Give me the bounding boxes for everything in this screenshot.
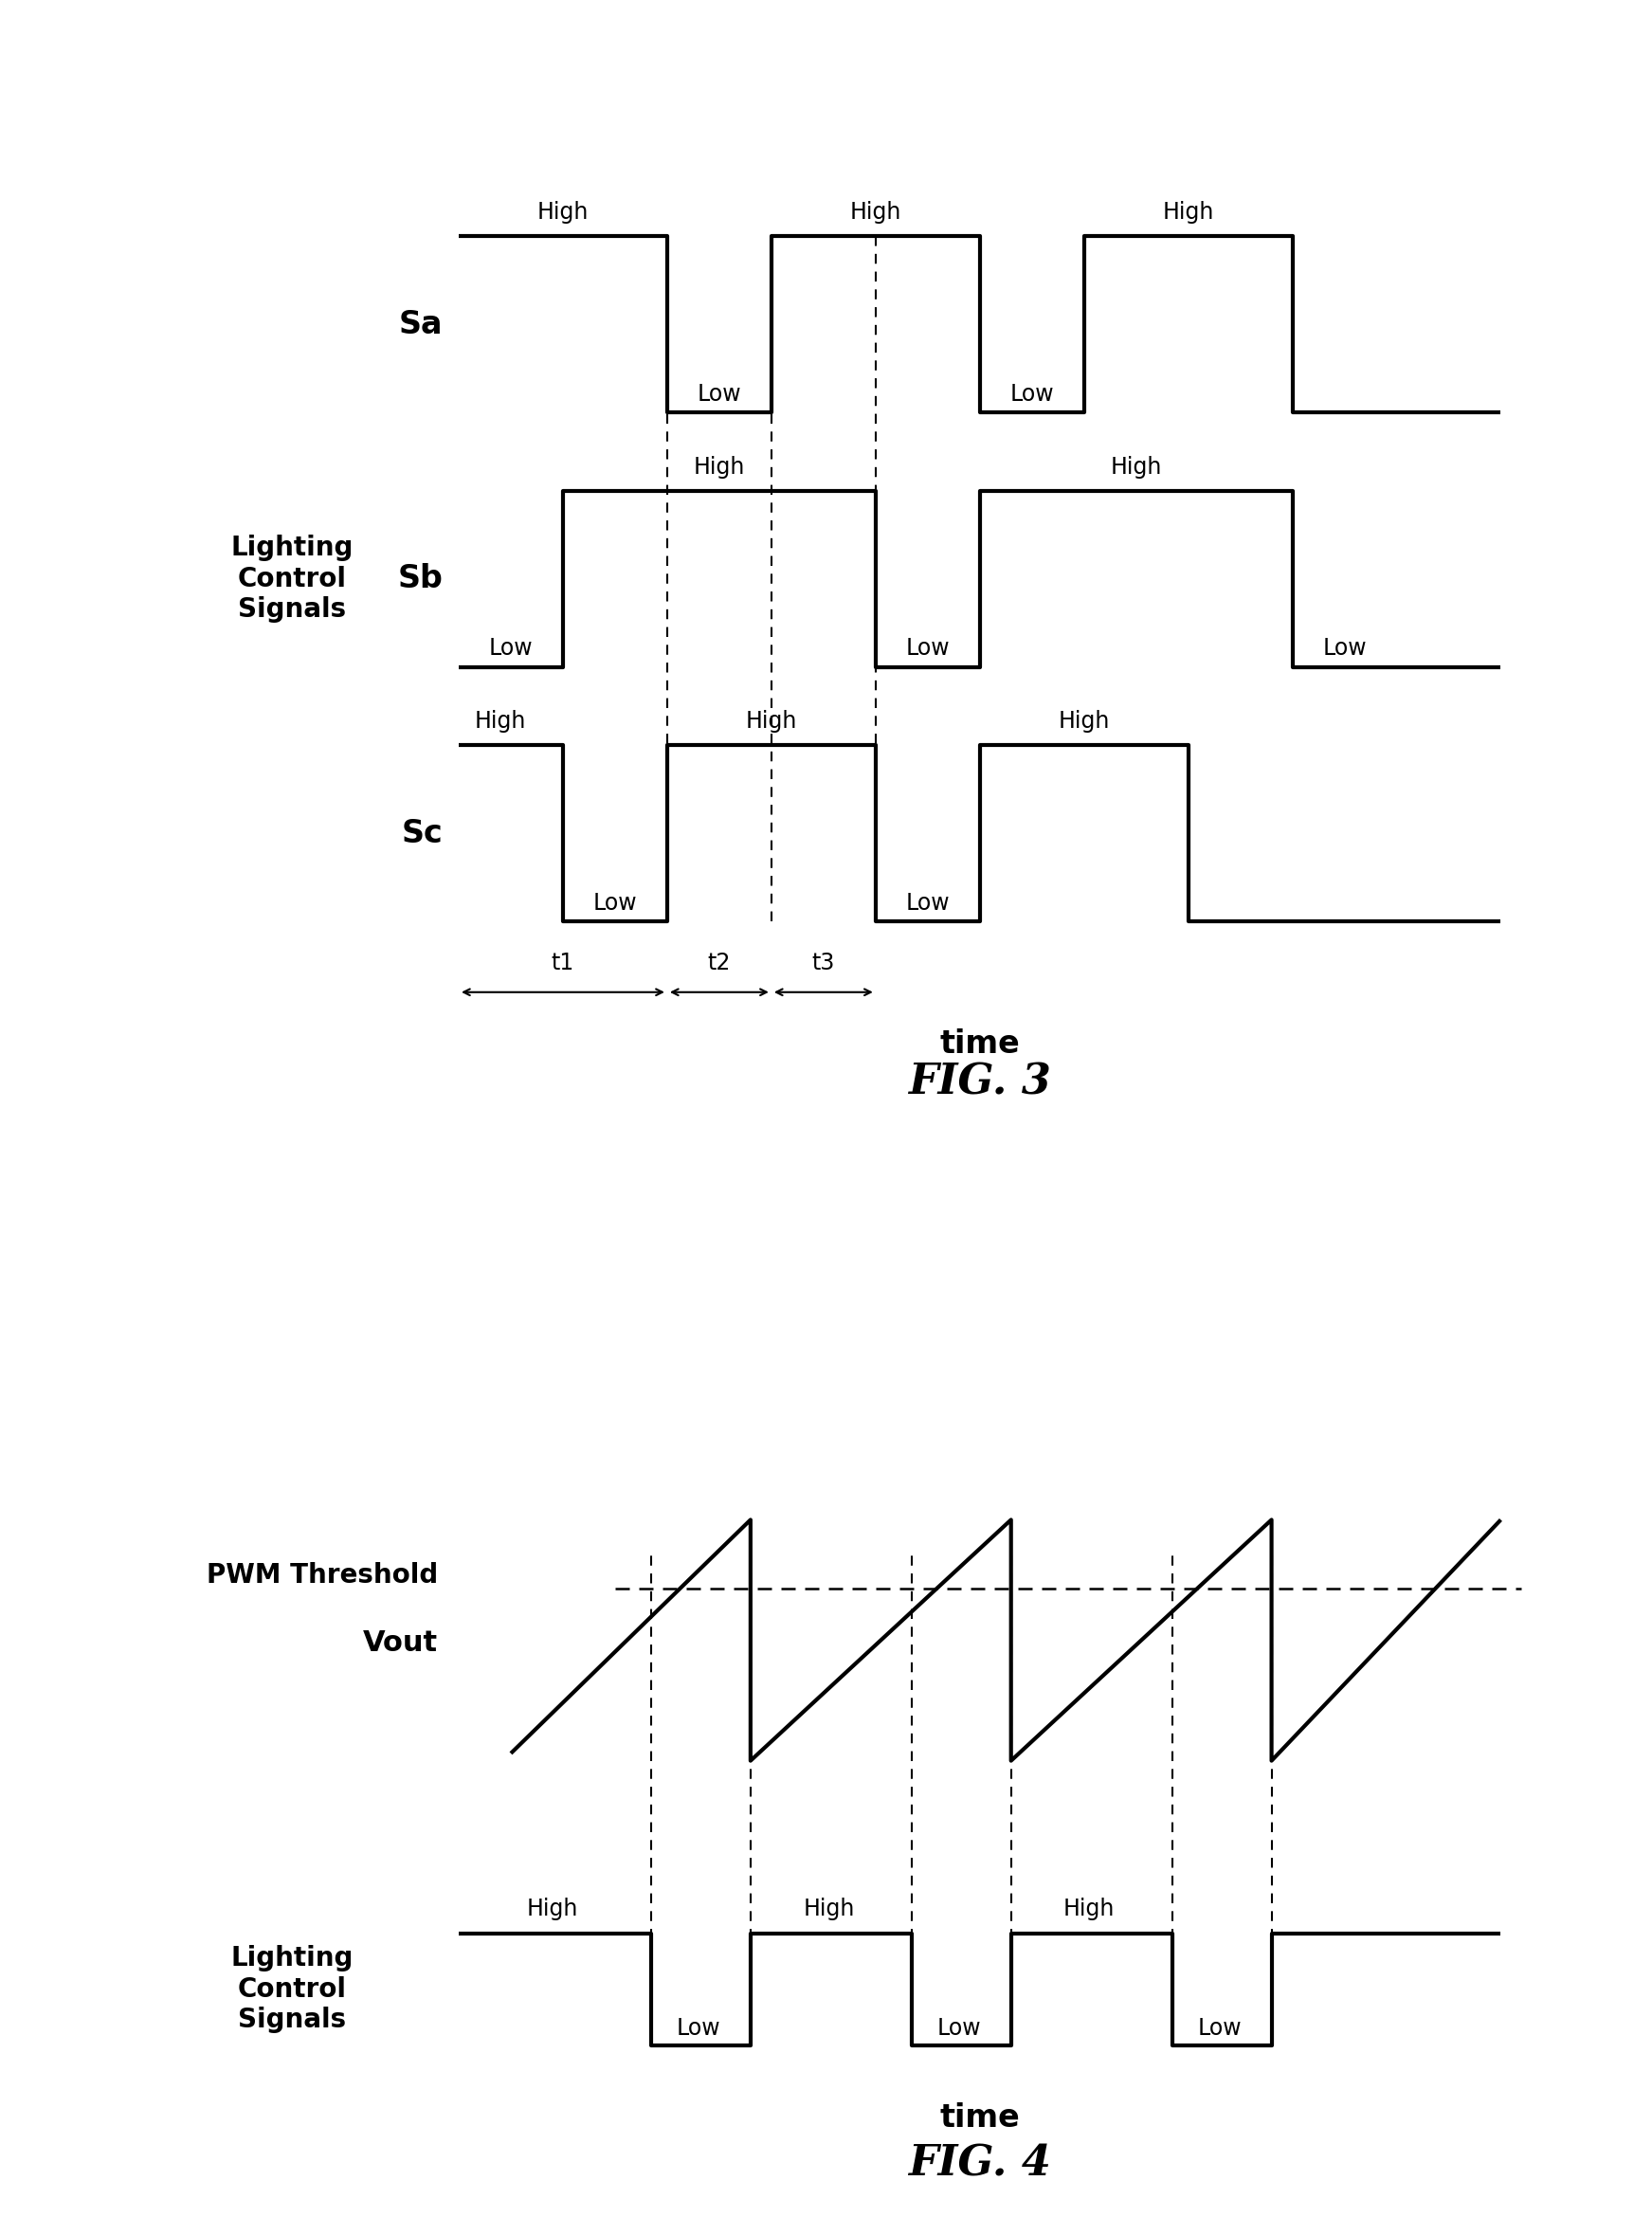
Text: Sa: Sa [400,308,443,340]
Text: Lighting
Control
Signals: Lighting Control Signals [231,1944,354,2034]
Text: time: time [940,2103,1019,2132]
Text: Vout: Vout [363,1629,438,1656]
Text: FIG. 4: FIG. 4 [909,2143,1051,2186]
Text: High: High [527,1898,578,1920]
Text: Low: Low [697,382,742,405]
Text: Low: Low [1009,382,1054,405]
Text: Low: Low [676,2016,720,2038]
Text: High: High [849,201,902,224]
Text: Lighting
Control
Signals: Lighting Control Signals [231,534,354,624]
Text: Low: Low [593,892,638,914]
Text: High: High [537,201,588,224]
Text: High: High [1064,1898,1115,1920]
Text: t3: t3 [811,952,834,974]
Text: High: High [694,456,745,478]
Text: Low: Low [1198,2016,1242,2038]
Text: High: High [1163,201,1214,224]
Text: Low: Low [937,2016,981,2038]
Text: High: High [745,711,798,733]
Text: Low: Low [905,892,950,914]
Text: FIG. 3: FIG. 3 [909,1062,1051,1102]
Text: Low: Low [1322,637,1366,659]
Text: High: High [803,1898,854,1920]
Text: Low: Low [489,637,534,659]
Text: Low: Low [905,637,950,659]
Text: High: High [1059,711,1110,733]
Text: time: time [940,1028,1019,1059]
Text: t1: t1 [552,952,575,974]
Text: t2: t2 [707,952,730,974]
Text: Sb: Sb [398,563,443,595]
Text: PWM Threshold: PWM Threshold [206,1562,438,1589]
Text: High: High [1110,456,1161,478]
Text: Sc: Sc [401,818,443,849]
Text: High: High [474,711,527,733]
